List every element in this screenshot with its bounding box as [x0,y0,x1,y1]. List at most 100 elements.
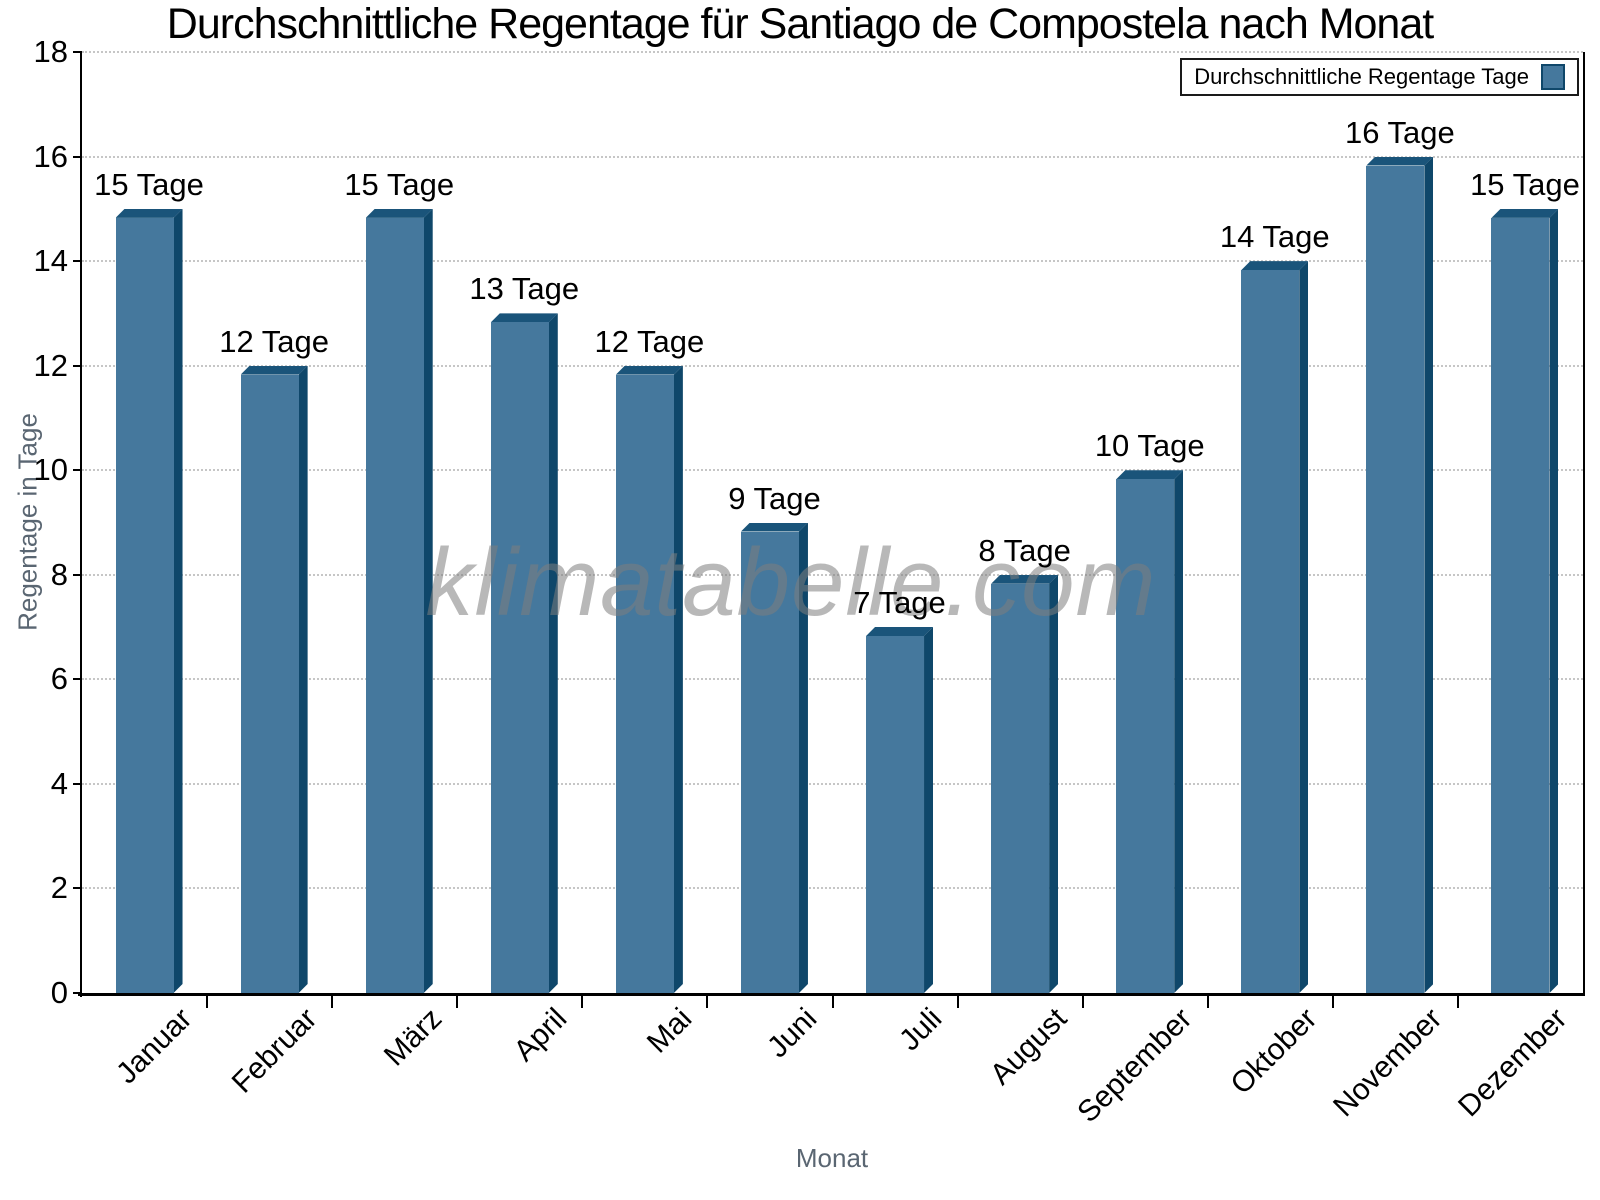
bar-cap-april [490,313,558,323]
legend-label: Durchschnittliche Regentage Tage [1194,64,1529,89]
bar-november [1366,156,1434,993]
legend-swatch-icon [1541,64,1565,90]
bar-cap-mai [615,365,683,375]
bar-front-august [991,583,1050,993]
bar-april [490,313,558,993]
bar-cap-dezember [1491,208,1559,218]
y-tick-label-12: 12 [33,347,68,383]
bar-front-juni [740,531,799,993]
chart-title: Durchschnittliche Regentage für Santiago… [166,0,1434,48]
y-tick-label-0: 0 [50,975,68,1010]
bar-side-dezember [1549,209,1558,993]
bar-dezember [1491,208,1559,993]
bar-side-märz [424,209,433,993]
bar-oktober [1241,261,1309,993]
y-tick-12 [73,364,82,367]
x-tick-8 [1081,996,1084,1008]
y-tick-label-6: 6 [50,661,68,697]
gridline-y-10 [82,469,1583,472]
y-tick-label-10: 10 [33,452,68,488]
x-tick-5 [706,996,709,1008]
y-tick-4 [73,782,82,785]
y-tick-label-2: 2 [50,870,68,906]
bar-front-oktober [1241,270,1300,993]
x-axis-title: Monat [795,1143,869,1173]
legend[interactable]: Durchschnittliche Regentage Tage [1180,58,1579,96]
bar-side-februar [299,366,308,993]
bar-side-juli [924,627,933,993]
y-tick-label-14: 14 [33,243,68,279]
y-tick-10 [73,469,82,472]
y-tick-6 [73,678,82,681]
bar-side-oktober [1299,261,1308,993]
bar-märz [365,208,433,993]
bar-cap-oktober [1241,261,1309,271]
bar-side-april [549,313,558,993]
gridline-y-2 [82,887,1583,890]
x-tick-11 [1456,996,1459,1008]
y-tick-label-16: 16 [33,138,68,174]
bar-front-november [1366,165,1425,993]
bar-side-november [1424,157,1433,993]
gridline-y-8 [82,573,1583,576]
x-tick-6 [831,996,834,1008]
y-tick-16 [73,155,82,158]
bar-cap-februar [240,365,308,375]
bar-cap-november [1366,156,1434,166]
bar-front-juli [866,636,925,993]
bar-cap-august [991,574,1059,584]
bar-front-mai [615,374,674,993]
bar-juni [740,522,808,994]
x-tick-1 [206,996,209,1008]
y-tick-8 [73,573,82,576]
bar-september [1116,470,1184,993]
bar-value-label-oktober: 14 Tage [1219,219,1330,255]
watermark: klimatabelle.com [425,529,1157,636]
gridline-y-18 [82,51,1583,53]
bar-side-juni [799,523,808,994]
x-tick-10 [1331,996,1334,1008]
x-axis-line [78,993,1583,996]
y-tick-label-8: 8 [50,556,68,592]
bar-value-label-juni: 9 Tage [728,480,821,516]
gridline-y-12 [82,364,1583,367]
plot-right-border [1583,52,1585,996]
bar-cap-märz [365,208,433,218]
gridline-y-6 [82,678,1583,681]
bar-mai [615,365,683,993]
y-tick-0 [73,992,82,994]
bar-side-august [1049,575,1058,993]
bar-value-label-april: 13 Tage [469,271,580,307]
bar-value-label-september: 10 Tage [1094,428,1205,464]
bar-value-label-juli: 7 Tage [853,585,946,621]
bar-cap-juli [866,627,934,637]
y-tick-18 [73,51,82,53]
bar-value-label-august: 8 Tage [978,532,1071,568]
y-tick-2 [73,887,82,890]
y-tick-label-4: 4 [50,765,68,801]
bar-side-mai [674,366,683,993]
x-tick-2 [331,996,334,1008]
bar-side-september [1174,470,1183,993]
bar-front-januar [115,217,174,993]
bar-value-label-mai: 12 Tage [594,323,705,359]
y-tick-label-18: 18 [33,34,68,69]
bar-value-label-februar: 12 Tage [219,323,330,359]
bar-front-februar [240,374,299,993]
bar-juli [866,627,934,993]
bar-side-januar [174,209,183,993]
bar-cap-september [1116,470,1184,480]
bar-value-label-dezember: 15 Tage [1470,166,1580,202]
gridline-y-16 [82,155,1583,158]
bar-value-label-november: 16 Tage [1344,114,1455,150]
bar-cap-juni [740,522,808,532]
bar-front-september [1116,479,1175,993]
bar-august [991,574,1059,993]
bar-front-dezember [1491,217,1550,993]
bar-front-april [490,322,549,993]
y-axis-title: Regentage in Tage [12,413,43,631]
bar-value-label-märz: 15 Tage [344,166,455,202]
bar-front-märz [365,217,424,993]
y-axis-line [80,52,82,997]
